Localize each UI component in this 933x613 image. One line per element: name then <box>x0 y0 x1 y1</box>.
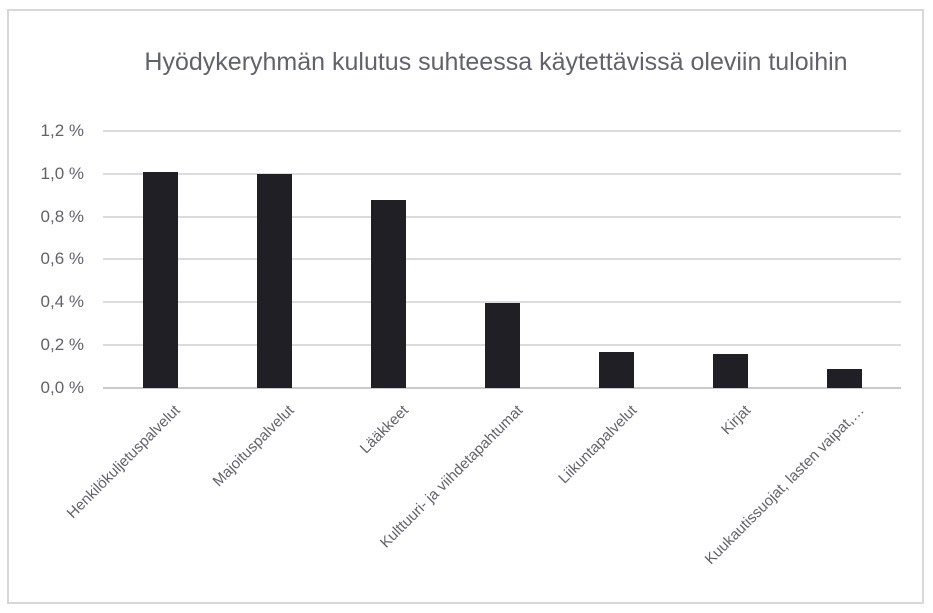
y-tick-label: 0,4 % <box>40 292 84 311</box>
bar-henkil-kuljetuspalvelut <box>142 172 178 388</box>
y-tick-label: 1,0 % <box>40 163 84 183</box>
gridline <box>103 172 901 175</box>
y-tick-label: 0,8 % <box>40 206 84 226</box>
gridline <box>103 215 901 218</box>
gridline <box>103 130 901 132</box>
bar-liikuntapalvelut <box>598 351 634 388</box>
bar-kuukautissuojat-lasten-vaipat <box>826 368 862 388</box>
gridline <box>103 301 901 303</box>
gridline <box>103 258 901 261</box>
bar-kulttuuri-ja-viihdetapahtumat <box>484 302 520 388</box>
y-tick-label: 1,2 % <box>40 121 84 140</box>
y-tick-label: 0,6 % <box>40 249 84 269</box>
y-tick-label: 0,0 % <box>40 377 84 397</box>
bar-kirjat <box>712 353 748 388</box>
chart-title: Hyödykeryhmän kulutus suhteessa käytettä… <box>144 48 848 76</box>
bar-l-kkeet <box>370 199 406 388</box>
y-tick-label: 0,2 % <box>40 334 84 354</box>
bar-majoituspalvelut <box>256 174 292 388</box>
plot-area <box>103 130 901 389</box>
